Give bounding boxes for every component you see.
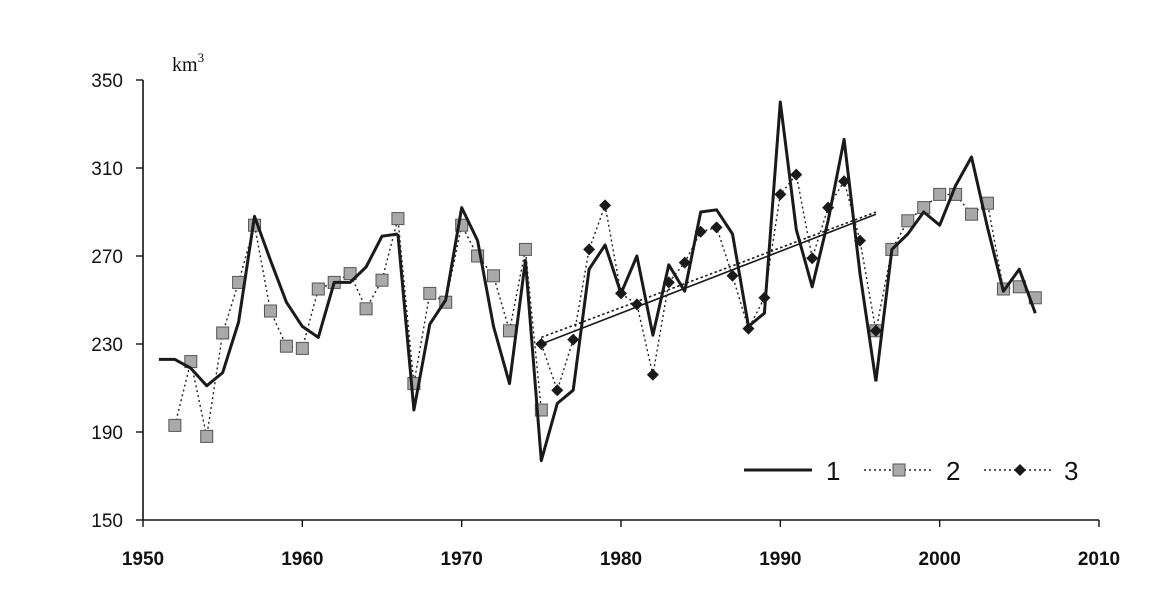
series-3-point [583, 243, 596, 256]
legend-label-3: 3 [1064, 456, 1078, 486]
series-2-point [375, 273, 389, 287]
series-3-point [838, 175, 851, 188]
series-3-line [540, 172, 877, 393]
legend-label-2: 2 [946, 456, 960, 486]
series-3-point [599, 199, 612, 212]
series-2-point [359, 302, 373, 316]
series-2-point [518, 242, 532, 256]
legend: 1 2 3 [744, 456, 1078, 486]
series-3-point [630, 298, 643, 311]
y-tick-label: 310 [91, 159, 123, 180]
y-tick-label: 270 [91, 247, 123, 268]
series-2-point [901, 214, 915, 228]
ticks: 150 190 230 270 310 350 1950 1960 1970 1980 1990 20… [91, 71, 1120, 570]
series-2-point [343, 267, 357, 281]
series [158, 100, 1042, 463]
x-tick-label: 1950 [122, 549, 164, 570]
legend-swatch-2-marker [892, 463, 906, 477]
series-2-point [487, 269, 501, 283]
series-2-line [875, 193, 1036, 331]
series-2-point [933, 187, 947, 201]
series-2-point [391, 212, 405, 226]
legend-label-1: 1 [826, 456, 840, 486]
series-2-point [502, 324, 516, 338]
series-2-point [263, 304, 277, 318]
legend-swatch-3-marker [1014, 464, 1026, 476]
y-tick-label: 230 [91, 335, 123, 356]
x-tick-label: 1980 [600, 549, 642, 570]
series-3-point [567, 333, 580, 346]
series-2-point [423, 286, 437, 300]
series-3-point [551, 384, 564, 397]
y-unit-base: km [172, 54, 198, 76]
series-2-point [295, 341, 309, 355]
series-3-point [535, 338, 548, 350]
x-tick-label: 1970 [441, 549, 483, 570]
trend-lines [541, 211, 877, 345]
trend-line-solid [541, 213, 877, 345]
series-2-point [965, 207, 979, 221]
y-unit-exponent: 3 [198, 50, 205, 65]
series-2-point [279, 339, 293, 353]
x-tick-label: 2010 [1078, 549, 1120, 570]
series-3-point [790, 168, 803, 181]
series-1 [158, 100, 1037, 463]
series-2-point [311, 282, 325, 296]
series-3-point [646, 368, 659, 381]
series-3-point [710, 221, 723, 234]
x-tick-label: 1990 [759, 549, 801, 570]
x-tick-label: 2000 [919, 549, 961, 570]
series-3-point [869, 324, 882, 337]
series-2 [168, 187, 1042, 443]
y-tick-label: 150 [91, 511, 123, 532]
series-3-point [774, 188, 787, 201]
series-2-point [168, 418, 182, 432]
series-3-point [726, 269, 739, 282]
series-1-line [158, 214, 399, 388]
y-tick-label: 190 [91, 423, 123, 444]
x-tick-label: 1960 [281, 549, 323, 570]
y-tick-label: 350 [91, 71, 123, 92]
series-2-point [200, 429, 214, 443]
y-unit-label: km3 [172, 50, 204, 76]
series-2-point [216, 326, 230, 340]
series-3-point [806, 252, 819, 265]
series-1-line [396, 100, 878, 463]
series-1-line [874, 155, 1037, 382]
series-3-point [678, 256, 691, 269]
series-2-line [174, 218, 542, 437]
